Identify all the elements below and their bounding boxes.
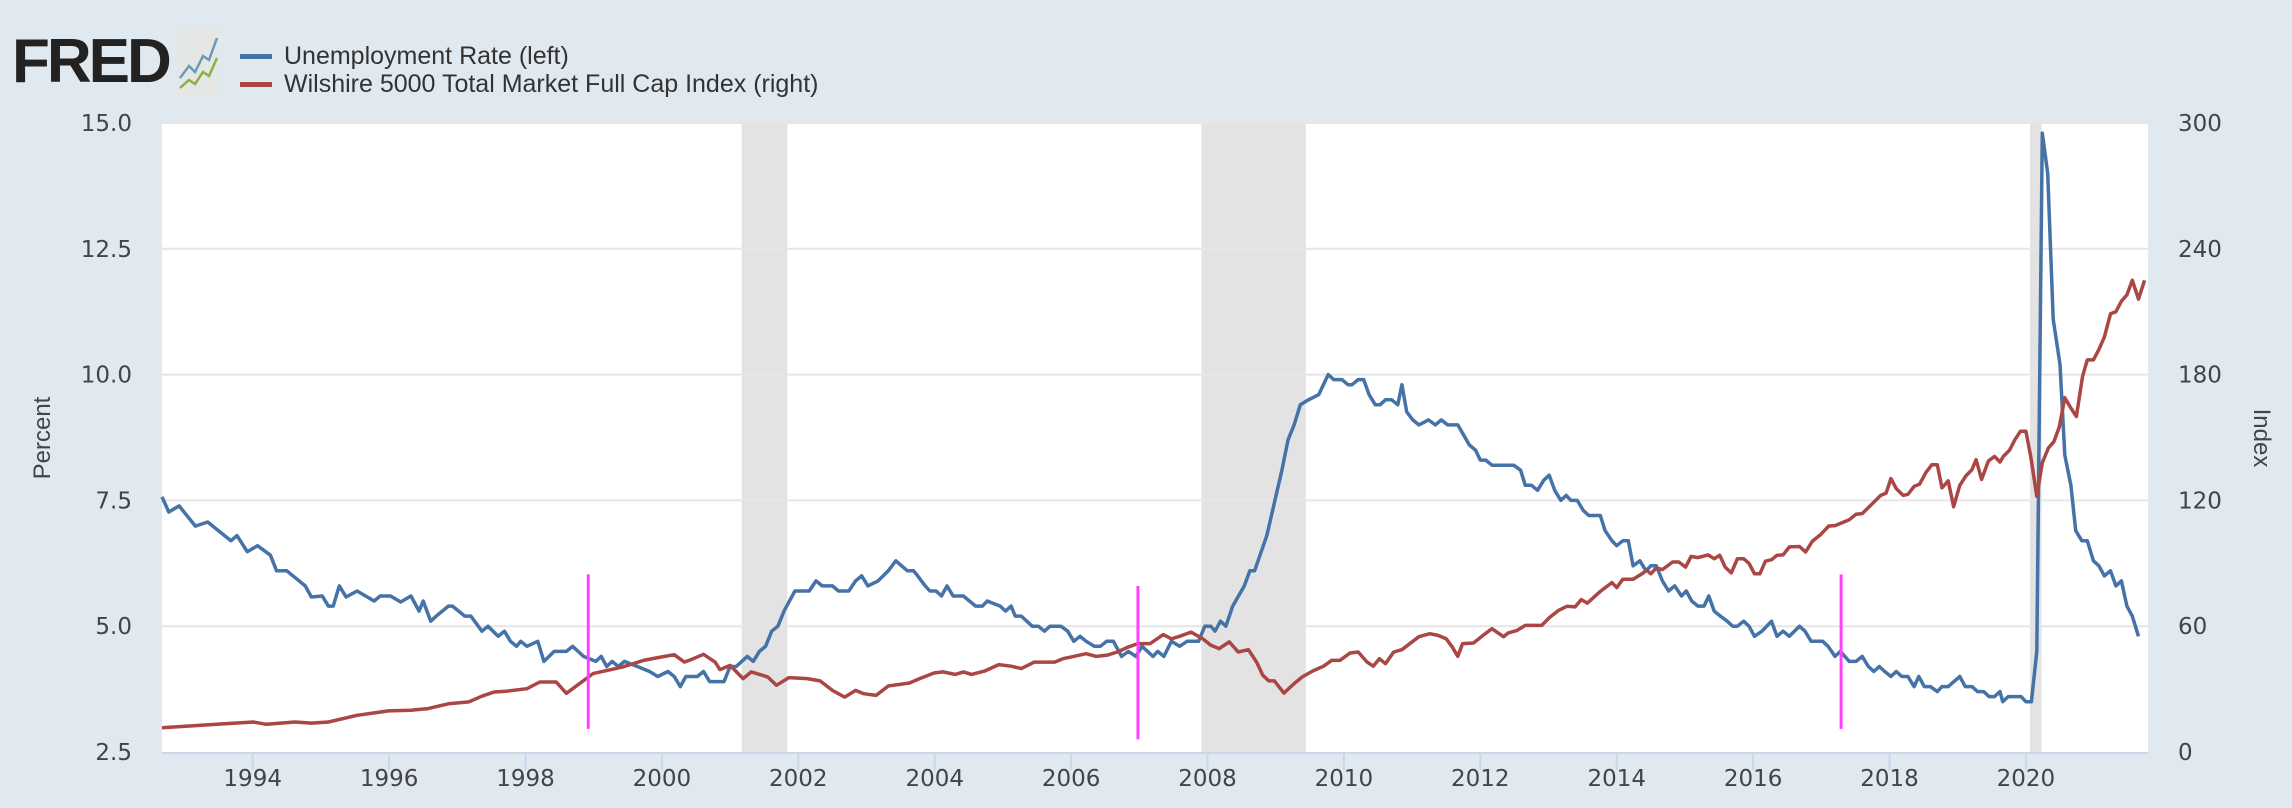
x-tick-label: 2004	[905, 766, 964, 792]
x-tick-label: 2006	[1042, 766, 1101, 792]
y-tick-label-left: 10.0	[81, 363, 132, 389]
y-tick-label-right: 300	[2178, 111, 2222, 137]
y-tick-label-right: 0	[2178, 740, 2193, 766]
x-tick-label: 1994	[223, 766, 282, 792]
y-tick-label-right: 60	[2178, 614, 2207, 640]
wilshire-index-line	[161, 278, 2147, 730]
y-tick-label-left: 5.0	[95, 614, 132, 640]
chart-header: FRED Unemployment Rate (left) Wilshire 5…	[0, 0, 2292, 110]
x-tick-label: 2018	[1860, 766, 1919, 792]
x-tick-label: 1998	[496, 766, 555, 792]
legend-label: Wilshire 5000 Total Market Full Cap Inde…	[284, 70, 819, 98]
y-tick-label-right: 240	[2178, 237, 2222, 263]
gridlines	[162, 122, 2148, 628]
x-tick-label: 2002	[769, 766, 828, 792]
recession-shading	[2030, 123, 2042, 752]
x-tick-label: 2014	[1587, 766, 1646, 792]
x-tick-label: 2010	[1315, 766, 1374, 792]
annotations-group	[586, 574, 1843, 740]
y-tick-label-right: 120	[2178, 488, 2222, 514]
x-tick-label: 2020	[1997, 766, 2056, 792]
x-tick-label: 2016	[1724, 766, 1783, 792]
y-tick-label-left: 7.5	[95, 488, 132, 514]
x-tick-label: 2008	[1178, 766, 1237, 792]
y-tick-label-right: 180	[2178, 363, 2222, 389]
unemployment-rate-line	[160, 131, 2141, 704]
legend-swatch-red	[240, 82, 272, 87]
y-tick-label-left: 15.0	[81, 111, 132, 137]
y-axis-title-right: Index	[2248, 409, 2275, 468]
plot-area	[162, 123, 2148, 752]
x-tick-label: 2012	[1451, 766, 1510, 792]
legend-item-wilshire[interactable]: Wilshire 5000 Total Market Full Cap Inde…	[240, 70, 818, 99]
y-axis-title-left: Percent	[29, 396, 56, 479]
legend-label: Unemployment Rate (left)	[284, 42, 569, 70]
line-chart-icon	[176, 28, 219, 96]
axes-group: 2.5 5.0 7.5 10.0 12.5 15.0 0 60 120 180 240 300 1994…	[81, 111, 2222, 792]
x-tick-label: 2000	[633, 766, 692, 792]
fred-logo-text: FRED	[12, 27, 172, 96]
y-tick-label-left: 12.5	[81, 237, 132, 263]
y-tick-label-left: 2.5	[95, 740, 132, 766]
series-group	[160, 131, 2147, 730]
legend-swatch-blue	[240, 54, 272, 59]
fred-logo[interactable]: FRED	[12, 22, 219, 102]
x-tick-label: 1996	[360, 766, 419, 792]
legend-item-unemployment[interactable]: Unemployment Rate (left)	[240, 42, 569, 71]
